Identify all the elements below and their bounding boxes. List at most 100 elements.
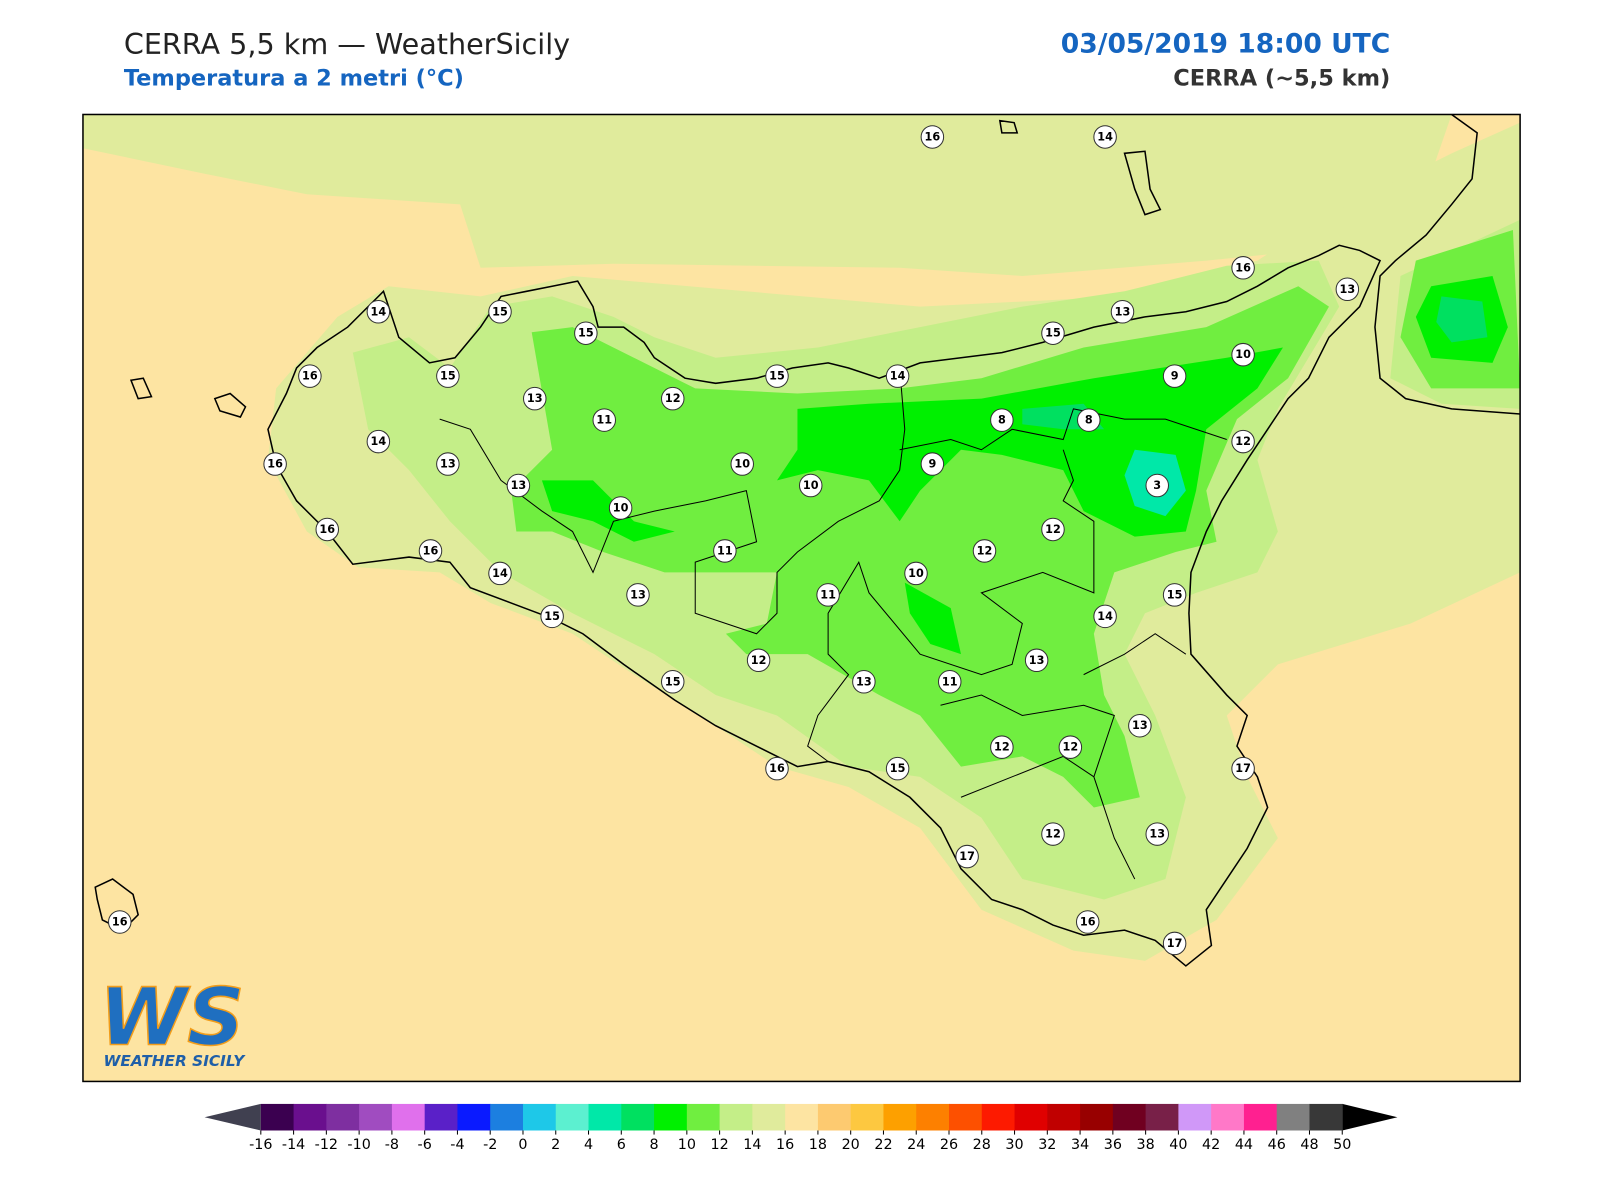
colorbar-bin [326, 1103, 360, 1131]
station-value: 17 [959, 850, 975, 863]
station-marker [298, 364, 322, 388]
station-marker [990, 408, 1014, 432]
station-value: 14 [1097, 610, 1113, 623]
station-value: 9 [928, 458, 936, 471]
colorbar-tick-label: 22 [874, 1137, 892, 1153]
station-value: 14 [371, 305, 387, 318]
station-marker [746, 648, 771, 673]
colorbar-tick-label: 8 [650, 1137, 659, 1153]
station-marker [1110, 300, 1135, 324]
colorbar-bin [785, 1103, 819, 1131]
station-value: 12 [994, 741, 1010, 754]
colorbar-bin [654, 1103, 688, 1131]
colorbar-tick-label: -4 [450, 1137, 464, 1153]
station-marker [522, 386, 547, 411]
island [129, 119, 1162, 418]
station-marker [765, 364, 789, 388]
station-value: 11 [596, 414, 612, 427]
temperature-field [82, 114, 1521, 1082]
colorbar-bin [752, 1103, 786, 1131]
colorbar-bin [1276, 1103, 1310, 1131]
temperature-area [82, 114, 1452, 276]
colorbar-tick-label: 38 [1137, 1137, 1155, 1153]
colorbar-bin [260, 1103, 295, 1131]
station-marker [1145, 822, 1169, 846]
colorbar-tick-label: 28 [973, 1137, 991, 1153]
station-value: 16 [267, 458, 283, 471]
colorbar-tick-label: 36 [1104, 1137, 1122, 1153]
colorbar-tick-label: 12 [711, 1137, 729, 1153]
station-value: 12 [1045, 523, 1061, 536]
station-value: 16 [1080, 915, 1096, 928]
colorbar-tick-label: 48 [1300, 1137, 1318, 1153]
colorbar-bin [719, 1103, 753, 1131]
colorbar-tick-label: 50 [1333, 1137, 1351, 1153]
colorbar-tick-label: -16 [249, 1137, 272, 1153]
colorbar-bin [621, 1103, 655, 1131]
station-value: 15 [544, 610, 560, 623]
station-value: 16 [925, 130, 941, 143]
station-marker [436, 452, 460, 476]
station-value: 15 [578, 327, 594, 340]
colorbar-tick-label: 26 [940, 1137, 958, 1153]
station-value: 10 [803, 479, 819, 492]
colorbar-bin [490, 1103, 524, 1131]
station-marker [1024, 648, 1049, 673]
colorbar-tick-label: -12 [315, 1137, 338, 1153]
station-value: 13 [1029, 654, 1045, 667]
station-value: 8 [1085, 414, 1093, 427]
colorbar-tick-label: 20 [842, 1137, 860, 1153]
subtitle: Temperatura a 2 metri (°C) [124, 66, 464, 92]
station-marker [885, 364, 910, 388]
station-marker [263, 452, 287, 476]
station-value: 17 [1235, 762, 1251, 775]
station-value: 13 [1115, 305, 1131, 318]
title: CERRA 5,5 km — WeatherSicily [124, 27, 570, 61]
station-marker [1093, 604, 1117, 629]
colorbar-tick-label: -10 [347, 1137, 370, 1153]
colorbar-bin [1145, 1103, 1179, 1131]
station-value: 12 [665, 392, 681, 405]
station-marker [765, 756, 789, 781]
station-marker [1145, 473, 1169, 498]
station-marker [436, 364, 460, 388]
station-marker [1041, 822, 1065, 846]
colorbar-bin [1112, 1103, 1147, 1131]
station-value: 12 [751, 654, 767, 667]
station-value: 13 [511, 479, 527, 492]
station-value: 12 [1045, 828, 1061, 841]
station-marker [904, 561, 928, 586]
colorbar-tick-label: 44 [1235, 1137, 1253, 1153]
model: CERRA (~5,5 km) [1173, 66, 1390, 92]
colorbar-bin [949, 1103, 983, 1131]
colorbar-bin [1211, 1103, 1245, 1131]
colorbar-tick-label: 46 [1268, 1137, 1286, 1153]
colorbar: -16 -14 -12 -10 -8 -6 -4 -2 0 2 4 6 8 10 12 14 16 18 20 22 2… [204, 1103, 1398, 1153]
station-value: 13 [1340, 283, 1356, 296]
station-value: 13 [856, 675, 872, 688]
colorbar-tick-label: 4 [584, 1137, 593, 1153]
station-marker [1162, 583, 1187, 607]
station-value: 14 [1097, 130, 1113, 143]
station-marker [1231, 256, 1255, 280]
logo-text: WEATHER SICILY [104, 1052, 247, 1070]
colorbar-tick-label: 2 [551, 1137, 560, 1153]
colorbar-bin [981, 1103, 1016, 1131]
colorbar-tick-label: -8 [385, 1137, 399, 1153]
station-marker [626, 583, 650, 607]
station-value: 8 [998, 414, 1006, 427]
station-value: 16 [423, 544, 439, 557]
temperature-area [1436, 296, 1488, 343]
station-value: 9 [1171, 370, 1179, 383]
station-value: 15 [1167, 588, 1183, 601]
station-value: 13 [1132, 719, 1148, 732]
colorbar-bin [293, 1103, 327, 1131]
colorbar-bin [1080, 1103, 1114, 1131]
logo-mark: WS [99, 971, 244, 1064]
station-value: 13 [630, 588, 646, 601]
station-value: 11 [942, 675, 958, 688]
date: 03/05/2019 18:00 UTC [1061, 28, 1391, 59]
colorbar-bin [1014, 1103, 1048, 1131]
colorbar-bin [1047, 1103, 1081, 1131]
colorbar-tick-label: 16 [776, 1137, 794, 1153]
